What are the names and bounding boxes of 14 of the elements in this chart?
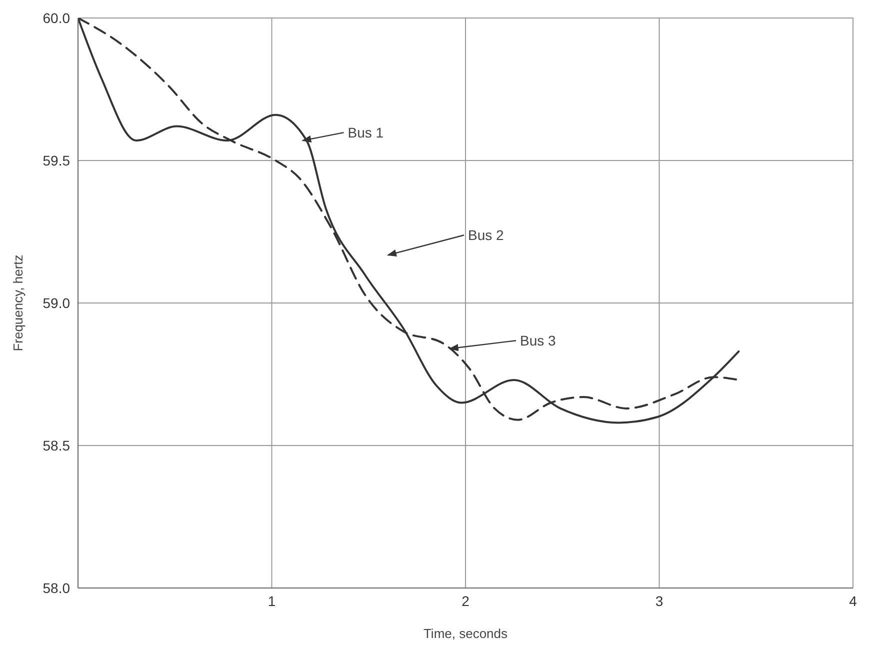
y-tick-label: 59.0 <box>42 294 70 311</box>
x-tick-label: 1 <box>268 592 276 609</box>
annotation: Bus 2 <box>468 227 504 244</box>
y-tick-label: 58.0 <box>42 580 70 596</box>
y-tick-label: 59.5 <box>42 152 70 168</box>
annotation: Bus 3 <box>520 332 556 349</box>
y-tick-label: 58.5 <box>42 437 70 454</box>
x-tick-label: 2 <box>462 592 470 609</box>
x-tick-label: 4 <box>849 592 858 609</box>
x-axis-title: Time, seconds <box>423 626 508 641</box>
annotation: Bus 1 <box>348 124 384 141</box>
x-tick-label: 3 <box>655 592 664 609</box>
y-axis-title: Frequency, hertz <box>10 254 26 352</box>
y-tick-label: 60.0 <box>42 10 70 26</box>
